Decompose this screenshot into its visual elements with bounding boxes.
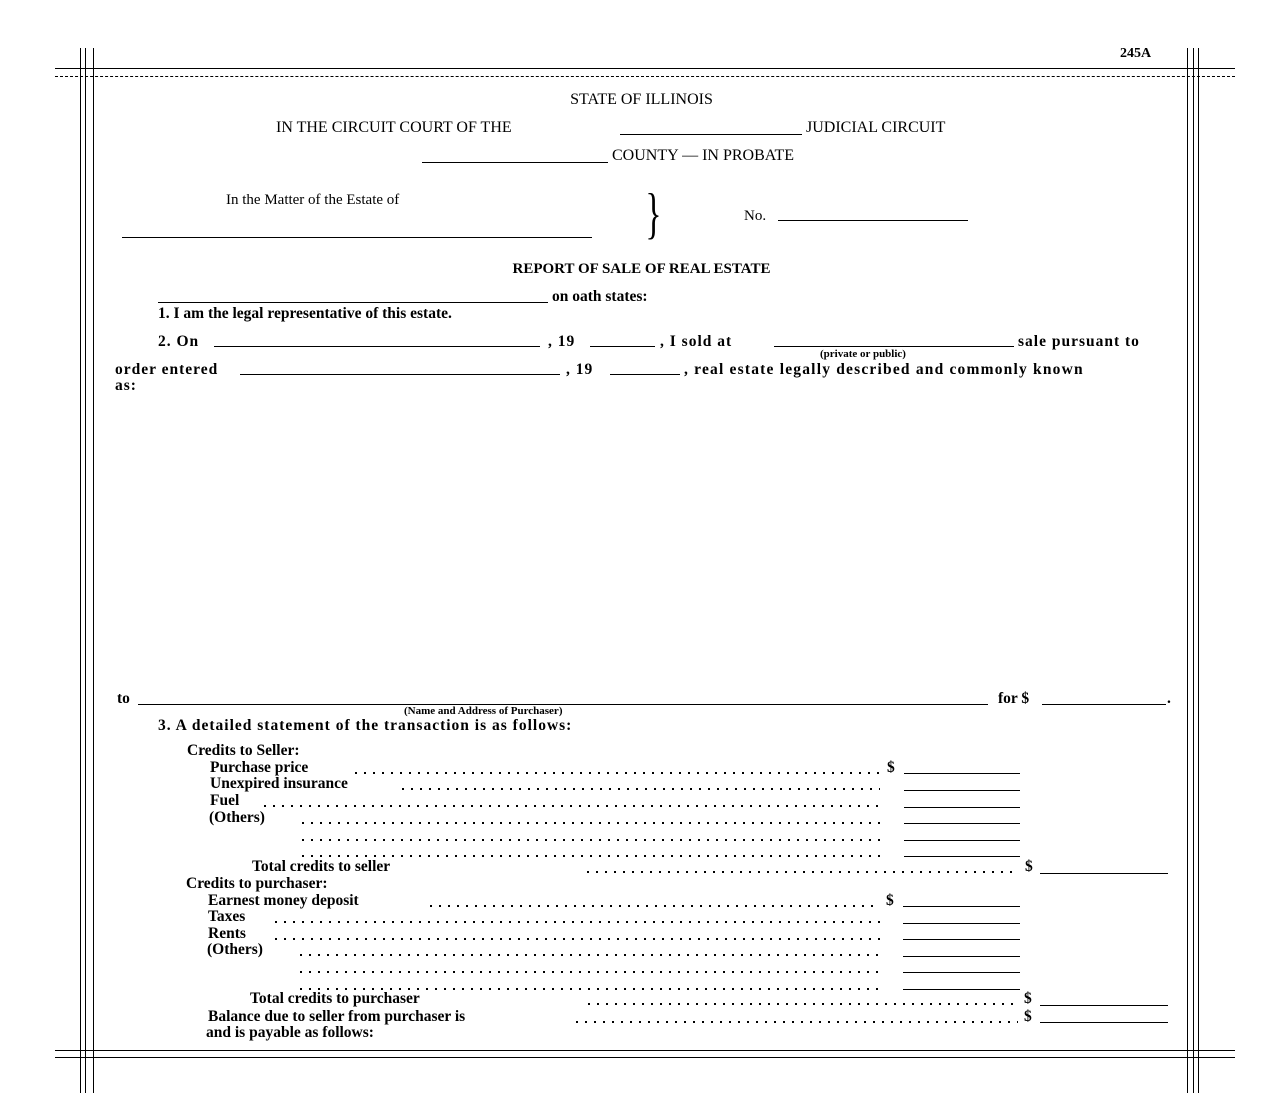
border-top-1 — [55, 68, 1235, 69]
border-right-outer — [1198, 48, 1199, 1093]
unexpired-insurance-label: Unexpired insurance — [210, 775, 348, 792]
leader-dots — [355, 772, 880, 774]
total-seller-label: Total credits to seller — [252, 858, 391, 875]
leader-dots — [300, 971, 880, 973]
estate-name-blank[interactable] — [122, 237, 592, 238]
total-seller-blank[interactable] — [1040, 873, 1168, 874]
circuit-blank[interactable] — [620, 134, 802, 135]
credits-seller-heading: Credits to Seller: — [187, 742, 300, 759]
purchaser-blank[interactable] — [138, 704, 988, 705]
total-purchaser-blank[interactable] — [1040, 1005, 1168, 1006]
purchase-price-label: Purchase price — [210, 759, 309, 776]
others-label: (Others) — [209, 809, 265, 826]
total-purchaser-label: Total credits to purchaser — [250, 990, 420, 1007]
for-dollar-text: for $ — [998, 690, 1030, 707]
others-blank-3[interactable] — [904, 856, 1020, 857]
order-entered-text: order entered — [115, 361, 219, 378]
leader-dots — [300, 954, 880, 956]
case-no-blank[interactable] — [778, 220, 968, 221]
rents-label: Rents — [208, 925, 246, 942]
item-2-on: 2. On — [158, 333, 200, 350]
earnest-money-blank[interactable] — [903, 906, 1020, 907]
state-heading: STATE OF ILLINOIS — [570, 91, 713, 108]
purchase-price-blank[interactable] — [904, 773, 1020, 774]
oath-text: on oath states: — [552, 288, 648, 305]
sale-date-blank[interactable] — [214, 346, 540, 347]
dollar-sign: $ — [886, 892, 894, 909]
border-bottom-1 — [55, 1050, 1235, 1051]
dollar-sign: $ — [1025, 858, 1033, 875]
others-label: (Others) — [207, 941, 263, 958]
others-blank-3[interactable] — [903, 989, 1020, 990]
border-right-inner — [1187, 48, 1188, 1093]
form-number: 245A — [1120, 46, 1152, 61]
payable-label: and is payable as follows: — [206, 1024, 374, 1041]
court-suffix: JUDICIAL CIRCUIT — [806, 119, 946, 136]
balance-label: Balance due to seller from purchaser is — [208, 1008, 466, 1025]
purchaser-caption: (Name and Address of Purchaser) — [404, 705, 563, 717]
item-1: 1. I am the legal representative of this… — [158, 305, 452, 322]
credits-purchaser-heading: Credits to purchaser: — [186, 875, 328, 892]
leader-dots — [302, 822, 880, 824]
item-3: 3. A detailed statement of the transacti… — [158, 717, 573, 734]
county-label: COUNTY — IN PROBATE — [612, 147, 795, 164]
others-blank-1[interactable] — [903, 956, 1020, 957]
dollar-sign: $ — [887, 759, 895, 776]
form-title: REPORT OF SALE OF REAL ESTATE — [512, 261, 771, 277]
leader-dots — [302, 839, 880, 841]
fuel-blank[interactable] — [904, 807, 1020, 808]
border-bottom-2 — [55, 1057, 1235, 1058]
leader-dots — [300, 988, 880, 990]
taxes-label: Taxes — [208, 908, 246, 925]
comma-19-b: , 19 — [566, 361, 594, 378]
border-top-2 — [55, 76, 1235, 77]
matter-label: In the Matter of the Estate of — [226, 192, 400, 208]
sale-year-blank[interactable] — [590, 346, 655, 347]
others-blank-2[interactable] — [903, 972, 1020, 973]
sale-pursuant-text: sale pursuant to — [1018, 333, 1140, 350]
others-blank-1[interactable] — [904, 823, 1020, 824]
leader-dots — [275, 921, 880, 923]
dollar-sign: $ — [1024, 1008, 1032, 1025]
as-text: as: — [115, 377, 137, 394]
to-text: to — [117, 690, 130, 707]
balance-blank[interactable] — [1040, 1022, 1168, 1023]
order-date-blank[interactable] — [240, 374, 560, 375]
order-year-blank[interactable] — [610, 374, 680, 375]
leader-dots — [576, 1021, 1018, 1023]
border-left-outer — [80, 48, 81, 1093]
case-no-label: No. — [744, 208, 767, 224]
sold-at-text: , I sold at — [660, 333, 733, 350]
court-prefix: IN THE CIRCUIT COURT OF THE — [276, 119, 512, 136]
earnest-money-label: Earnest money deposit — [208, 892, 359, 909]
period: . — [1167, 690, 1171, 707]
border-left-inner — [93, 48, 94, 1093]
leader-dots — [430, 905, 880, 907]
county-blank[interactable] — [422, 162, 608, 163]
fuel-label: Fuel — [210, 792, 240, 809]
comma-19: , 19 — [548, 333, 576, 350]
brace: } — [645, 183, 662, 245]
border-left-middle — [85, 48, 86, 1093]
private-public-caption: (private or public) — [820, 348, 906, 360]
dollar-sign: $ — [1024, 990, 1032, 1007]
insurance-blank[interactable] — [904, 790, 1020, 791]
leader-dots — [587, 871, 1017, 873]
leader-dots — [275, 938, 880, 940]
leader-dots — [402, 788, 880, 790]
leader-dots — [302, 855, 880, 857]
taxes-blank[interactable] — [903, 923, 1020, 924]
leader-dots — [588, 1003, 1018, 1005]
border-right-middle — [1193, 48, 1194, 1093]
price-blank[interactable] — [1042, 704, 1166, 705]
rents-blank[interactable] — [903, 939, 1020, 940]
real-estate-text: , real estate legally described and comm… — [684, 361, 1084, 378]
leader-dots — [264, 805, 880, 807]
sale-type-blank[interactable] — [774, 346, 1014, 347]
representative-blank[interactable] — [158, 302, 548, 303]
others-blank-2[interactable] — [904, 840, 1020, 841]
